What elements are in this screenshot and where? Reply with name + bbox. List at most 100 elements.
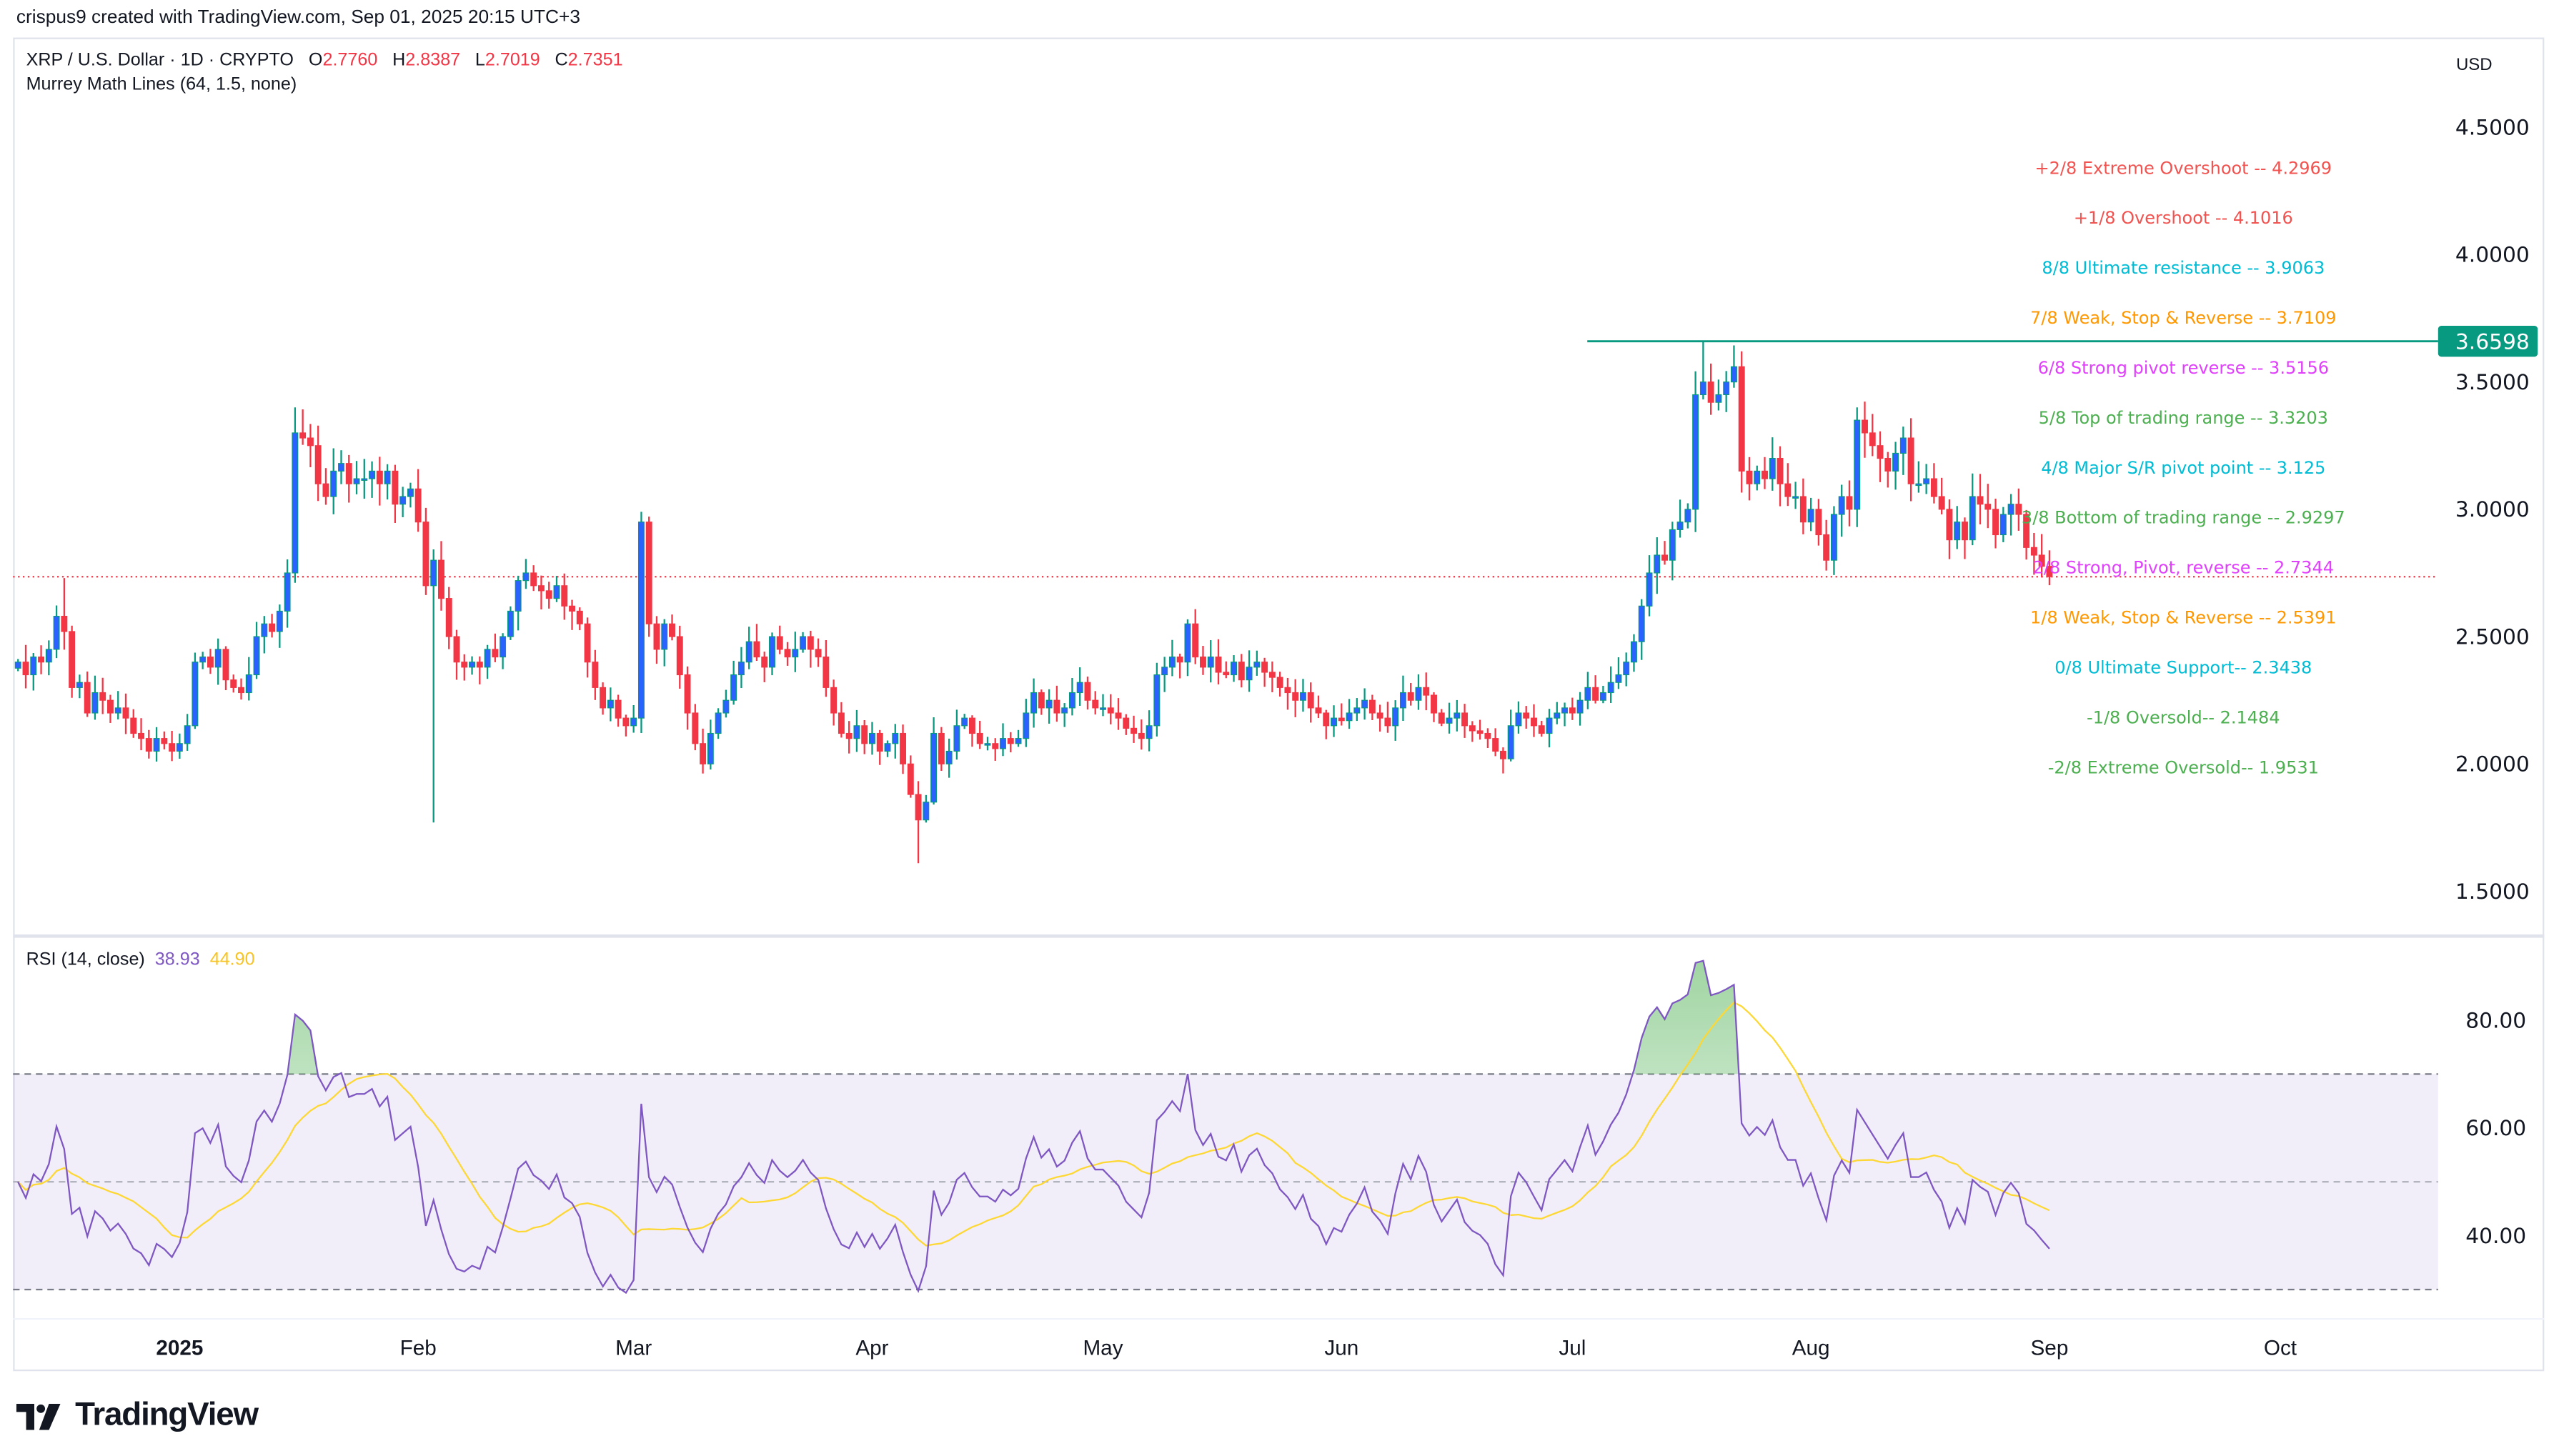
candle: [1384, 702, 1391, 733]
rsi-tick-label: 80.00: [2465, 1008, 2526, 1033]
candle: [238, 678, 244, 700]
candle: [1507, 709, 1514, 762]
candle: [892, 724, 899, 759]
candle-body: [615, 699, 622, 719]
candle: [345, 454, 352, 503]
candle: [1292, 679, 1299, 717]
candle: [1038, 689, 1045, 715]
candle: [1946, 499, 1953, 559]
candle-body: [469, 662, 476, 668]
candle-body: [1392, 707, 1399, 727]
candle-body: [1984, 504, 1992, 510]
candle: [230, 674, 237, 693]
candle: [1346, 699, 1353, 729]
candle-body: [1646, 572, 1653, 607]
time-tick-label: Aug: [1792, 1336, 1830, 1360]
candle-body: [753, 641, 760, 658]
candle: [2015, 488, 2022, 531]
candle-body: [207, 657, 214, 668]
candle-body: [269, 623, 276, 632]
candle-body: [676, 636, 683, 676]
candle-body: [653, 623, 660, 650]
candle: [1131, 715, 1138, 743]
candle: [700, 728, 707, 774]
candle: [692, 704, 699, 751]
candle: [1253, 650, 1261, 676]
rsi-tick-label: 60.00: [2465, 1116, 2526, 1141]
candle-body: [1107, 707, 1114, 714]
candle-body: [1769, 458, 1776, 479]
candle: [1115, 698, 1122, 730]
candle-body: [1399, 692, 1406, 709]
candle: [1446, 702, 1453, 734]
candle-body: [1546, 717, 1553, 734]
candle-body: [2046, 566, 2053, 577]
candle: [1484, 728, 1491, 749]
candle: [1023, 699, 1030, 747]
candle: [376, 457, 383, 506]
candle: [1515, 701, 1522, 734]
candle: [353, 461, 360, 494]
candle-body: [114, 707, 121, 714]
candle-body: [792, 649, 799, 658]
candle: [961, 714, 968, 729]
candle: [1654, 537, 1661, 594]
murrey-line-label: 8/8 Ultimate resistance -- 3.9063: [2042, 258, 2325, 278]
candle-body: [1384, 717, 1391, 727]
candle: [245, 657, 252, 701]
candle: [984, 737, 991, 751]
candle-body: [876, 732, 883, 752]
murrey-line-label: 2/8 Strong, Pivot, reverse -- 2.7344: [2033, 558, 2334, 578]
high-label: H: [392, 50, 406, 71]
symbol-legend[interactable]: XRP / U.S. Dollar · 1D · CRYPTO O2.7760 …: [26, 51, 633, 70]
candle: [422, 507, 429, 595]
rsi-value: 38.93: [154, 949, 200, 970]
candle: [1538, 720, 1545, 737]
candle-body: [422, 522, 429, 587]
candle: [1284, 677, 1291, 710]
logo-text: TradingView: [75, 1397, 259, 1434]
candle-body: [1146, 725, 1153, 739]
candle: [845, 721, 853, 754]
indicator-legend[interactable]: Murrey Math Lines (64, 1.5, none): [26, 75, 297, 95]
candle-body: [576, 610, 583, 624]
candle: [2030, 532, 2037, 575]
candle-body: [214, 649, 222, 668]
candle: [284, 559, 291, 628]
candle-body: [1792, 496, 1799, 499]
candle-body: [1576, 699, 1584, 714]
candle-body: [414, 488, 422, 523]
price-tick-label: 2.0000: [2455, 752, 2530, 777]
candle-body: [1969, 496, 1976, 541]
candle: [384, 464, 391, 500]
candle-body: [661, 623, 668, 650]
candle-body: [1707, 382, 1714, 403]
currency-label[interactable]: USD: [2455, 55, 2493, 76]
candle: [1053, 685, 1060, 722]
candle-body: [1492, 738, 1499, 752]
candle-body: [2038, 554, 2045, 567]
candle-body: [1131, 727, 1138, 734]
candle: [1999, 507, 2007, 542]
candle: [684, 666, 691, 730]
tradingview-logo: TradingView: [16, 1397, 259, 1435]
candle: [807, 630, 814, 668]
price-tick-label: 4.5000: [2455, 115, 2530, 140]
candle: [1892, 442, 1899, 490]
candle-body: [376, 470, 383, 484]
candle: [2007, 494, 2014, 536]
snapshot-credit: crispus9 created with TradingView.com, S…: [16, 8, 580, 28]
candle: [1830, 506, 1837, 575]
candle: [1176, 653, 1183, 679]
candle: [1276, 672, 1283, 697]
candle-body: [1892, 452, 1899, 472]
candle-body: [1730, 366, 1737, 383]
candle: [953, 709, 960, 760]
candle: [299, 409, 307, 445]
candle-body: [1476, 730, 1484, 734]
low-value: 2.7019: [485, 50, 540, 71]
candle: [1992, 499, 1999, 549]
rsi-line: [17, 959, 2050, 1295]
rsi-legend[interactable]: RSI (14, close) 38.93 44.90: [26, 950, 255, 969]
